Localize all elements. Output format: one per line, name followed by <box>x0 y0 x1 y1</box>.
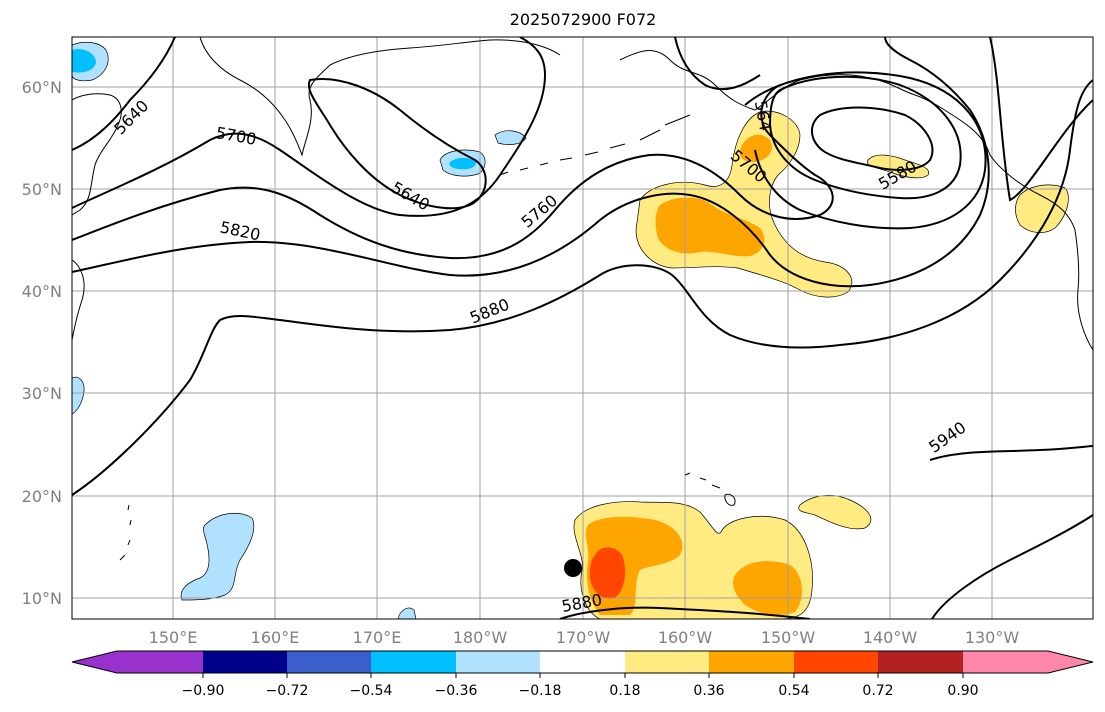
contour-5580 <box>811 106 934 171</box>
contour-5820 <box>72 37 990 288</box>
lat-label: 60°N <box>22 78 62 97</box>
contour-west-east <box>989 37 1093 202</box>
colorbar-swatch <box>203 651 287 673</box>
height-contours <box>72 37 1093 619</box>
colorbar-outline <box>71 650 1094 674</box>
colorbar-tick-label: −0.54 <box>350 683 393 699</box>
lon-label: 130°W <box>965 628 1020 647</box>
lon-label: 150°E <box>149 628 198 647</box>
negative-anomaly-region <box>72 376 85 415</box>
colorbar-tick-label: −0.90 <box>182 683 225 699</box>
map-title: 2025072900 F072 <box>510 10 657 29</box>
latitude-labels: 60°N 50°N 40°N 30°N 20°N 10°N <box>22 78 62 608</box>
coastline-east-asia <box>72 93 122 216</box>
strong-positive-anomaly <box>589 547 626 599</box>
coastline-bering <box>619 50 756 111</box>
lat-label: 40°N <box>22 282 62 301</box>
contour-5640-west <box>72 37 176 151</box>
colorbar-swatch <box>456 651 540 673</box>
contour-south-east <box>931 514 1093 619</box>
colorbar-swatch <box>371 651 456 673</box>
coastline-kamchatka <box>199 37 331 157</box>
contour-5940 <box>929 445 1093 461</box>
lat-label: 30°N <box>22 384 62 403</box>
contour-5700 <box>72 37 547 217</box>
longitude-labels: 150°E 160°E 170°E 180°W 170°W 160°W 150°… <box>149 628 1020 647</box>
positive-anomaly-core <box>739 134 773 163</box>
contour-5640-ring <box>768 75 962 200</box>
colorbar-swatch <box>540 651 625 673</box>
location-marker <box>564 559 582 577</box>
colorbar: −0.90 −0.72 −0.54 −0.36 −0.18 0.18 0.36 … <box>71 650 1094 699</box>
positive-anomaly-core <box>733 561 802 616</box>
positive-anomaly-region <box>1015 184 1069 233</box>
contour-5640-mid <box>307 78 487 210</box>
lon-label: 160°E <box>251 628 300 647</box>
map-panel: 5640 5700 5640 5820 5760 5880 5700 564 5… <box>72 37 1093 619</box>
lon-label: 150°W <box>761 628 816 647</box>
colorbar-swatch <box>625 651 709 673</box>
colorbar-ticks <box>202 673 964 678</box>
coastline-hawaii <box>684 472 736 506</box>
colorbar-tick-label: 0.72 <box>862 683 893 699</box>
colorbar-tick-label: 0.18 <box>609 683 640 699</box>
anomaly-shading <box>72 41 1069 619</box>
lon-label: 170°E <box>353 628 402 647</box>
colorbar-under-triangle <box>72 651 117 673</box>
coastline-japan <box>72 259 85 341</box>
contour-5880-south <box>559 606 811 619</box>
colorbar-tick-label: 0.54 <box>778 683 809 699</box>
coastline-aleutians <box>499 114 691 176</box>
coastline-north-america <box>1074 229 1093 351</box>
positive-anomaly-core <box>655 197 765 257</box>
lat-label: 50°N <box>22 180 62 199</box>
negative-anomaly-region <box>494 130 527 145</box>
colorbar-tick-label: −0.36 <box>435 683 478 699</box>
negative-anomaly-region <box>180 512 255 601</box>
negative-anomaly-region <box>397 607 417 619</box>
contour-5880 <box>72 79 1093 496</box>
lon-label: 170°W <box>556 628 611 647</box>
graticule <box>72 37 1093 619</box>
contour-5640-alaska <box>674 37 761 91</box>
map-frame <box>71 36 1094 620</box>
contour-5760 <box>72 84 834 260</box>
contour-5700-ring <box>744 71 987 230</box>
coastline-nw-islands <box>119 504 132 561</box>
colorbar-tick-label: −0.18 <box>519 683 562 699</box>
lon-label: 180°W <box>453 628 508 647</box>
lat-label: 10°N <box>22 589 62 608</box>
colorbar-swatch <box>878 651 963 673</box>
colorbar-tick-label: 0.36 <box>693 683 724 699</box>
colorbar-over-triangle <box>1048 651 1093 673</box>
lat-label: 20°N <box>22 487 62 506</box>
negative-anomaly-core <box>72 49 96 73</box>
colorbar-swatch <box>709 651 794 673</box>
negative-anomaly-core <box>449 157 476 170</box>
colorbar-tick-label: −0.72 <box>266 683 309 699</box>
lon-label: 140°W <box>863 628 918 647</box>
colorbar-swatch <box>963 651 1048 673</box>
colorbar-swatch <box>287 651 371 673</box>
lon-label: 160°W <box>658 628 713 647</box>
colorbar-tick-label: 0.90 <box>947 683 978 699</box>
colorbar-swatch <box>117 651 203 673</box>
colorbar-swatch <box>794 651 878 673</box>
